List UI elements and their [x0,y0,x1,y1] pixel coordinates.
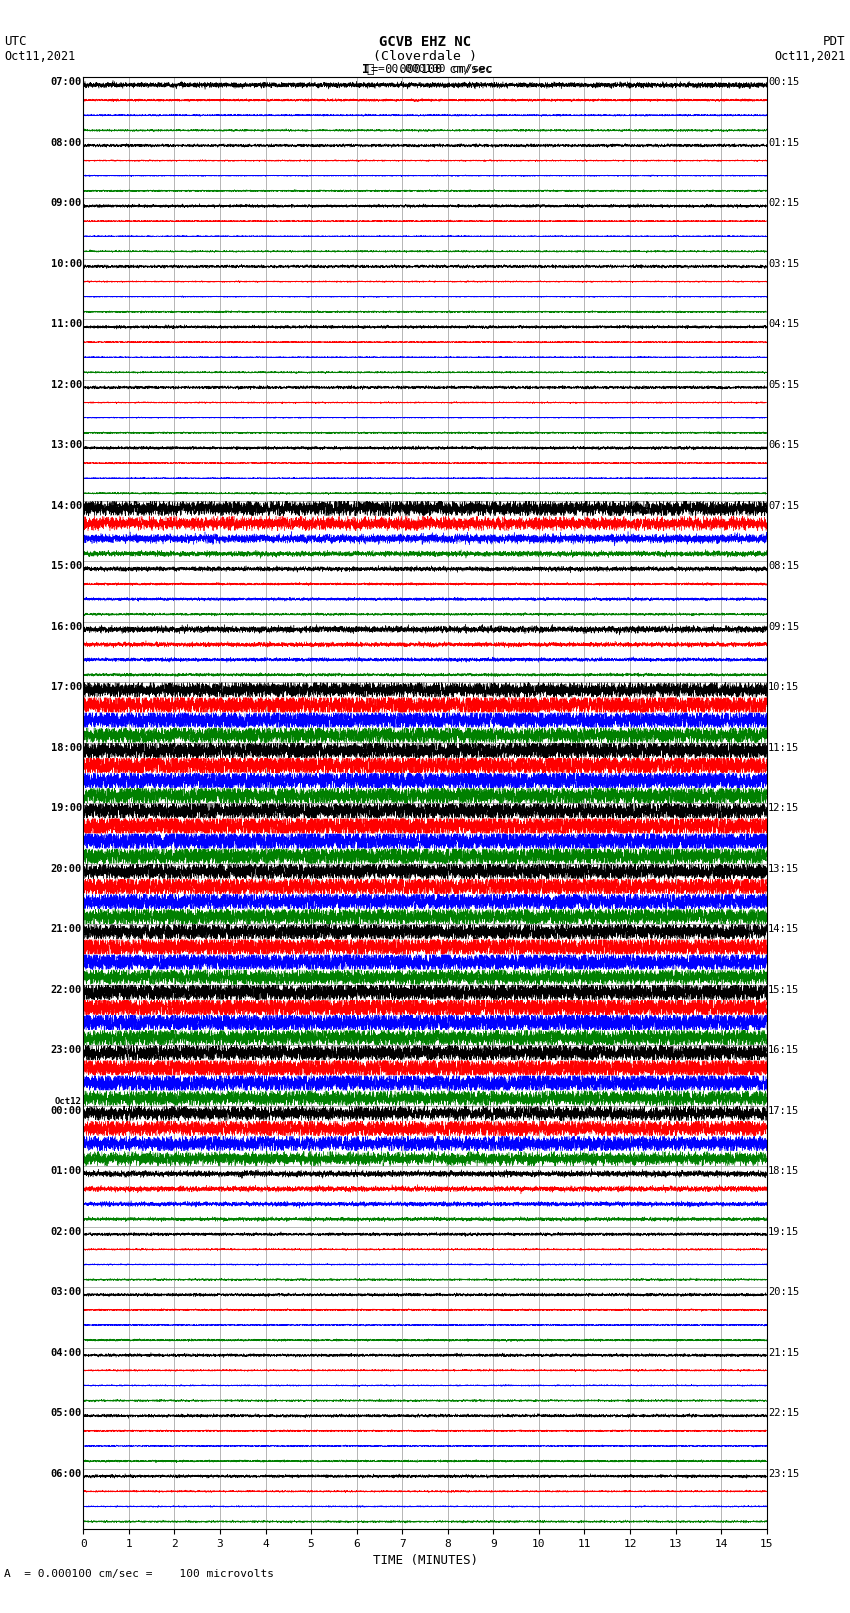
Text: A  = 0.000100 cm/sec =    100 microvolts: A = 0.000100 cm/sec = 100 microvolts [4,1569,275,1579]
Text: Oct12: Oct12 [55,1097,82,1105]
Text: 15:15: 15:15 [768,984,799,995]
Text: = 0.000100 cm/sec: = 0.000100 cm/sec [378,65,493,74]
Text: 11:00: 11:00 [51,319,82,329]
Text: 05:15: 05:15 [768,381,799,390]
Text: PDT: PDT [824,35,846,48]
Text: 20:00: 20:00 [51,865,82,874]
Text: 14:00: 14:00 [51,500,82,511]
Text: 17:15: 17:15 [768,1107,799,1116]
Text: 04:00: 04:00 [51,1348,82,1358]
Text: 19:00: 19:00 [51,803,82,813]
Text: 22:15: 22:15 [768,1408,799,1418]
Text: (Cloverdale ): (Cloverdale ) [373,50,477,63]
Text: 01:15: 01:15 [768,139,799,148]
Text: 09:15: 09:15 [768,623,799,632]
Text: 19:15: 19:15 [768,1226,799,1237]
Text: 08:15: 08:15 [768,561,799,571]
Text: 02:00: 02:00 [51,1226,82,1237]
Text: 12:00: 12:00 [51,381,82,390]
Text: 18:00: 18:00 [51,742,82,753]
Text: 20:15: 20:15 [768,1287,799,1297]
Text: 03:15: 03:15 [768,260,799,269]
Text: 12:15: 12:15 [768,803,799,813]
Text: 01:00: 01:00 [51,1166,82,1176]
X-axis label: TIME (MINUTES): TIME (MINUTES) [372,1555,478,1568]
Text: 06:00: 06:00 [51,1468,82,1479]
Text: 07:15: 07:15 [768,500,799,511]
Text: GCVB EHZ NC: GCVB EHZ NC [379,35,471,48]
Text: 08:00: 08:00 [51,139,82,148]
Text: 11:15: 11:15 [768,742,799,753]
Text: 23:15: 23:15 [768,1468,799,1479]
Text: 10:15: 10:15 [768,682,799,692]
Text: 16:15: 16:15 [768,1045,799,1055]
Text: 14:15: 14:15 [768,924,799,934]
Text: 06:15: 06:15 [768,440,799,450]
Text: Oct11,2021: Oct11,2021 [4,50,76,63]
Text: 17:00: 17:00 [51,682,82,692]
Text: UTC: UTC [4,35,26,48]
Text: 00:15: 00:15 [768,77,799,87]
Text: = 0.000100 cm/sec: = 0.000100 cm/sec [371,63,492,76]
Text: 09:00: 09:00 [51,198,82,208]
Text: 04:15: 04:15 [768,319,799,329]
Text: 05:00: 05:00 [51,1408,82,1418]
Text: 10:00: 10:00 [51,260,82,269]
Text: 00:00: 00:00 [51,1107,82,1116]
Text: 23:00: 23:00 [51,1045,82,1055]
Text: 18:15: 18:15 [768,1166,799,1176]
Text: 07:00: 07:00 [51,77,82,87]
Text: 13:00: 13:00 [51,440,82,450]
Text: 13:15: 13:15 [768,865,799,874]
Text: 21:00: 21:00 [51,924,82,934]
Text: 15:00: 15:00 [51,561,82,571]
Text: 02:15: 02:15 [768,198,799,208]
Text: 22:00: 22:00 [51,984,82,995]
Text: ⎿: ⎿ [366,63,373,76]
Text: 03:00: 03:00 [51,1287,82,1297]
Text: Oct11,2021: Oct11,2021 [774,50,846,63]
Text: I: I [362,63,369,76]
Text: 21:15: 21:15 [768,1348,799,1358]
Text: 16:00: 16:00 [51,623,82,632]
